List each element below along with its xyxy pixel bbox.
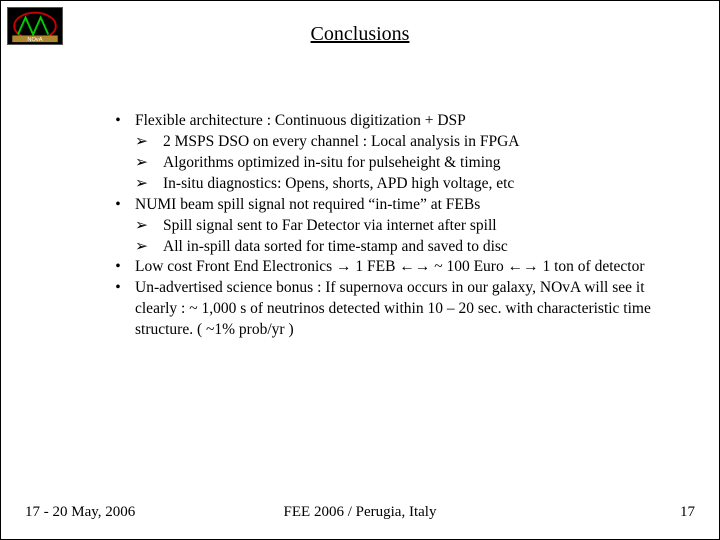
sub-bullet-item: ➢2 MSPS DSO on every channel : Local ana… (101, 132, 661, 153)
footer: 17 - 20 May, 2006 FEE 2006 / Perugia, It… (1, 504, 719, 521)
footer-venue: FEE 2006 / Perugia, Italy (284, 504, 437, 521)
sub-bullet-item: ➢All in-spill data sorted for time-stamp… (101, 237, 661, 258)
bullet-text: Un-advertised science bonus : If superno… (135, 278, 661, 341)
footer-page-number: 17 (680, 504, 695, 521)
arrow-bullet-icon: ➢ (135, 153, 163, 174)
bullet-text: NUMI beam spill signal not required “in-… (135, 195, 661, 216)
content-area: •Flexible architecture : Continuous digi… (101, 111, 661, 341)
bullet-marker-icon: • (101, 111, 135, 132)
bullet-text: Flexible architecture : Continuous digit… (135, 111, 661, 132)
sub-bullet-item: ➢Spill signal sent to Far Detector via i… (101, 216, 661, 237)
sub-bullet-text: In-situ diagnostics: Opens, shorts, APD … (163, 174, 661, 195)
svg-text:NOvA: NOvA (27, 37, 42, 43)
bullet-text: Low cost Front End Electronics → 1 FEB ←… (135, 257, 661, 278)
bullet-item: •Un-advertised science bonus : If supern… (101, 278, 661, 341)
bullet-marker-icon: • (101, 278, 135, 299)
arrow-bullet-icon: ➢ (135, 216, 163, 237)
bullet-marker-icon: • (101, 257, 135, 278)
bullet-item: •Low cost Front End Electronics → 1 FEB … (101, 257, 661, 278)
arrow-bullet-icon: ➢ (135, 237, 163, 258)
sub-bullet-text: Spill signal sent to Far Detector via in… (163, 216, 661, 237)
arrow-bullet-icon: ➢ (135, 174, 163, 195)
sub-bullet-item: ➢Algorithms optimized in-situ for pulseh… (101, 153, 661, 174)
sub-bullet-text: All in-spill data sorted for time-stamp … (163, 237, 661, 258)
sub-bullet-text: 2 MSPS DSO on every channel : Local anal… (163, 132, 661, 153)
bullet-item: •Flexible architecture : Continuous digi… (101, 111, 661, 132)
sub-bullet-item: ➢In-situ diagnostics: Opens, shorts, APD… (101, 174, 661, 195)
bullet-item: •NUMI beam spill signal not required “in… (101, 195, 661, 216)
sub-bullet-text: Algorithms optimized in-situ for pulsehe… (163, 153, 661, 174)
arrow-bullet-icon: ➢ (135, 132, 163, 153)
nova-logo-icon: NOvA (7, 7, 63, 45)
footer-date: 17 - 20 May, 2006 (25, 504, 135, 521)
bullet-marker-icon: • (101, 195, 135, 216)
slide-title: Conclusions (1, 23, 719, 46)
